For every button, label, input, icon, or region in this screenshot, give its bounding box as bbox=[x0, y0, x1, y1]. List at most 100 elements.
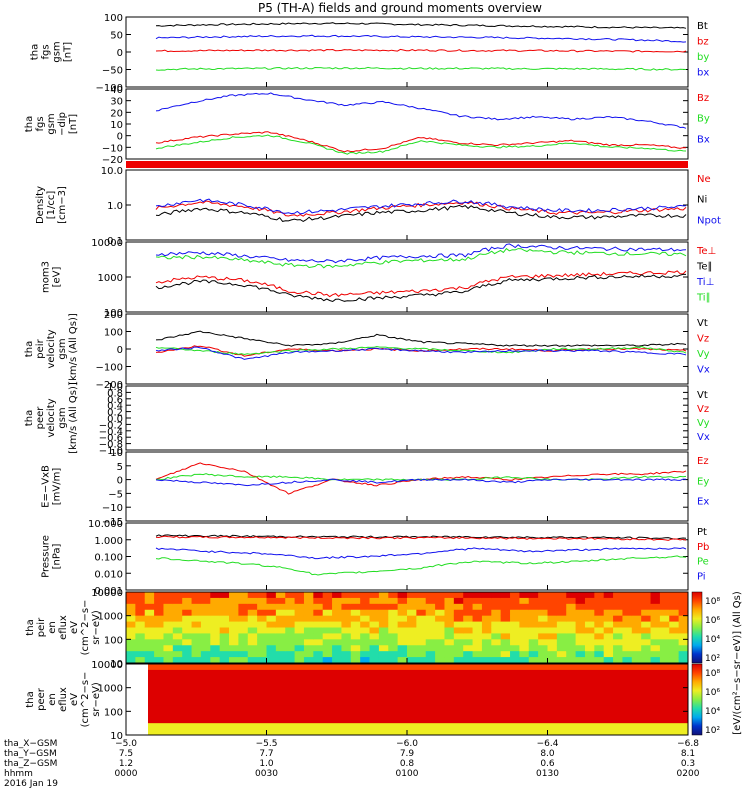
heatmap-cell bbox=[613, 603, 623, 611]
heatmap-cell bbox=[500, 597, 511, 605]
heatmap-cell bbox=[607, 693, 617, 700]
heatmap-cell bbox=[283, 693, 293, 700]
heatmap-cell bbox=[679, 669, 689, 677]
colorbar-tick-label: 10⁶ bbox=[705, 616, 720, 626]
heatmap-cell bbox=[319, 675, 329, 683]
heatmap-cell bbox=[310, 669, 320, 677]
heatmap-cell bbox=[200, 657, 211, 664]
heatmap-cell bbox=[481, 723, 491, 730]
heatmap-cell bbox=[556, 639, 567, 646]
y-axis-label-line: sr−eV) bbox=[91, 682, 102, 717]
heatmap-cell bbox=[148, 705, 158, 712]
heatmap-cell bbox=[547, 597, 558, 605]
heatmap-cell bbox=[355, 711, 365, 718]
heatmap-cell bbox=[634, 723, 644, 730]
heatmap-cell bbox=[643, 664, 653, 671]
heatmap-cell bbox=[322, 633, 333, 640]
heatmap-cell bbox=[562, 687, 572, 695]
heatmap-cell bbox=[643, 681, 653, 689]
heatmap-cell bbox=[427, 711, 437, 718]
heatmap-cell bbox=[528, 592, 539, 599]
heatmap-cell bbox=[616, 711, 626, 718]
heatmap-cell bbox=[283, 669, 293, 677]
heatmap-cell bbox=[436, 681, 446, 689]
heatmap-cell bbox=[332, 657, 342, 664]
heatmap-cell bbox=[603, 615, 614, 623]
heatmap-cell bbox=[313, 615, 324, 623]
heatmap-cell bbox=[364, 717, 374, 724]
heatmap-cell bbox=[427, 664, 437, 671]
heatmap-cell bbox=[397, 597, 408, 605]
heatmap-cell bbox=[303, 627, 314, 634]
heatmap-cell bbox=[589, 687, 599, 695]
heatmap-cell bbox=[346, 723, 356, 730]
heatmap-cell bbox=[425, 645, 436, 652]
heatmap-cell bbox=[580, 669, 590, 677]
heatmap-cell bbox=[292, 675, 302, 683]
heatmap-cell bbox=[580, 664, 590, 671]
heatmap-cell bbox=[463, 675, 473, 683]
heatmap-cell bbox=[265, 705, 275, 712]
heatmap-cell bbox=[508, 681, 518, 689]
heatmap-cell bbox=[341, 621, 352, 628]
heatmap-cell bbox=[634, 705, 644, 712]
heatmap-cell bbox=[382, 693, 392, 700]
heatmap-cell bbox=[175, 711, 185, 718]
heatmap-cell bbox=[275, 657, 286, 664]
x-tick-value: 0030 bbox=[255, 769, 278, 779]
heatmap-cell bbox=[210, 627, 221, 634]
heatmap-cell bbox=[350, 633, 361, 640]
heatmap-cell bbox=[350, 592, 361, 599]
heatmap-cell bbox=[285, 651, 296, 658]
heatmap-cell bbox=[436, 669, 446, 677]
heatmap-cell bbox=[453, 651, 464, 658]
heatmap-cell bbox=[257, 639, 267, 646]
heatmap-cell bbox=[378, 627, 389, 634]
heatmap-cell bbox=[580, 711, 590, 718]
heatmap-cell bbox=[544, 675, 554, 683]
heatmap-cell bbox=[652, 669, 662, 677]
heatmap-cell bbox=[472, 711, 482, 718]
heatmap-cell bbox=[265, 723, 275, 730]
heatmap-cell bbox=[238, 681, 248, 689]
heatmap-cell bbox=[631, 592, 642, 599]
heatmap-cell bbox=[247, 669, 257, 677]
heatmap-cell bbox=[382, 723, 392, 730]
heatmap-cell bbox=[200, 597, 211, 605]
y-tick-label: 0.100 bbox=[94, 553, 123, 564]
heatmap-cell bbox=[643, 705, 653, 712]
heatmap-cell bbox=[247, 657, 258, 664]
heatmap-cell bbox=[265, 664, 275, 671]
heatmap-cell bbox=[508, 669, 518, 677]
y-tick-label: 0.4 bbox=[107, 401, 123, 412]
heatmap-cell bbox=[274, 687, 284, 695]
heatmap-cell bbox=[285, 639, 296, 646]
heatmap-cell bbox=[157, 687, 167, 695]
colorbar-tick-label: 10⁸ bbox=[705, 669, 720, 679]
heatmap-cell bbox=[220, 669, 230, 677]
heatmap-cell bbox=[266, 627, 277, 634]
heatmap-cell bbox=[526, 687, 536, 695]
heatmap-cell bbox=[257, 627, 267, 634]
heatmap-cell bbox=[436, 687, 446, 695]
heatmap-cell bbox=[184, 729, 194, 736]
heatmap-cell bbox=[257, 609, 267, 617]
heatmap-cell bbox=[425, 657, 436, 664]
y-axis-label-line: [mV/m] bbox=[52, 468, 63, 506]
heatmap-cell bbox=[397, 651, 408, 658]
y-tick-label: 0 bbox=[117, 132, 123, 143]
y-axis-label-line: [nT] bbox=[63, 42, 74, 62]
heatmap-cell bbox=[435, 592, 445, 599]
heatmap-cell bbox=[499, 729, 509, 736]
heatmap-cell bbox=[144, 645, 155, 652]
heatmap-cell bbox=[562, 717, 572, 724]
heatmap-cell bbox=[400, 669, 410, 677]
heatmap-cell bbox=[571, 699, 581, 706]
heatmap-cell bbox=[126, 621, 136, 628]
heatmap-cell bbox=[584, 639, 595, 646]
heatmap-cell bbox=[669, 621, 680, 628]
heatmap-cell bbox=[463, 615, 474, 623]
heatmap-cell bbox=[661, 699, 671, 706]
heatmap-cell bbox=[301, 729, 311, 736]
